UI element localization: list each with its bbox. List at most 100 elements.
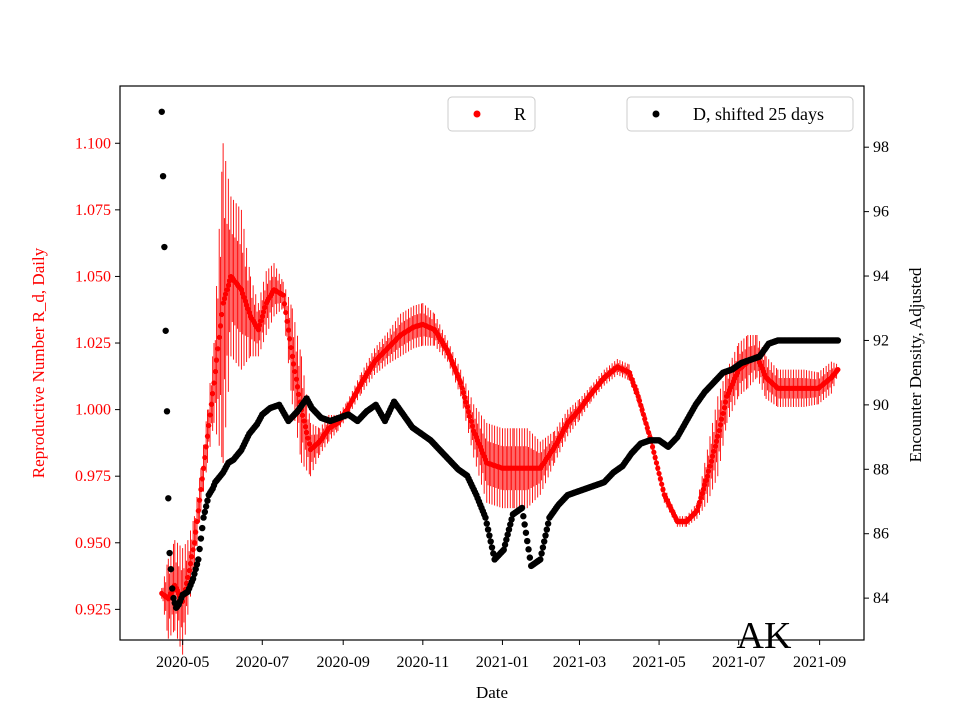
right-y-tick-label: 98 [873, 139, 889, 156]
right-y-tick-label: 86 [873, 526, 889, 543]
legend-d-box [626, 96, 854, 132]
x-tick-label: 2020-11 [396, 654, 449, 671]
r-point [458, 380, 464, 386]
r-point [281, 301, 288, 307]
r-point [262, 304, 268, 311]
r-point [723, 399, 729, 405]
r-point [225, 282, 231, 288]
r-point [258, 318, 264, 324]
r-point [721, 405, 727, 411]
d-point [518, 504, 526, 512]
r-point [185, 574, 191, 581]
d-point [522, 529, 530, 536]
r-point [306, 441, 312, 447]
d-point [483, 520, 490, 527]
x-tick-label: 2021-01 [476, 654, 529, 671]
r-point [465, 409, 472, 415]
d-point [507, 521, 514, 528]
x-axis: 2020-05 2020-07 2020-09 2020-11 2021-01 2021-… [156, 640, 846, 671]
r-point [704, 473, 710, 479]
left-y-tick-label: 0.925 [75, 601, 111, 618]
r-point [283, 309, 289, 316]
r-point [193, 529, 199, 535]
r-point [224, 287, 230, 293]
left-y-tick-label: 1.000 [75, 402, 111, 419]
r-point [709, 453, 716, 459]
r-point [293, 376, 299, 382]
x-axis-label: Date [476, 683, 508, 702]
r-point [195, 508, 201, 514]
r-point [712, 443, 718, 449]
d-point [204, 497, 211, 504]
legend-r-marker [473, 110, 481, 118]
d-point [202, 503, 210, 510]
r-point [304, 429, 310, 436]
r-point [305, 435, 311, 441]
right-y-tick-label: 94 [873, 268, 889, 285]
legend-r: R [447, 96, 536, 132]
x-tick-label: 2020-09 [317, 654, 370, 671]
r-point [289, 353, 295, 359]
legend-d: D, shifted 25 days [626, 96, 854, 132]
r-point [469, 423, 476, 429]
r-point [208, 401, 214, 407]
d-point [538, 550, 545, 557]
d-point [508, 516, 515, 523]
plot-frame [119, 85, 865, 641]
r-point [636, 398, 643, 404]
r-point [284, 318, 290, 324]
x-tick-label: 2021-03 [553, 654, 606, 671]
legend-d-label: D, shifted 25 days [693, 104, 824, 124]
r-point [255, 327, 261, 333]
d-point [544, 520, 552, 527]
d-point [834, 337, 842, 344]
left-y-tick-label: 1.100 [75, 135, 111, 152]
r-point [259, 313, 265, 319]
r-point [635, 393, 641, 399]
left-y-tick-label: 1.050 [75, 268, 111, 285]
r-point [190, 547, 196, 553]
left-y-tick-label: 0.950 [75, 535, 111, 552]
r-point [464, 404, 470, 410]
r-point [644, 425, 650, 431]
r-point [257, 322, 263, 328]
d-point [484, 526, 492, 533]
d-point [199, 524, 206, 532]
r-point [657, 476, 663, 482]
d-point [201, 508, 209, 516]
r-point [203, 444, 209, 450]
r-point [217, 323, 224, 329]
d-point [196, 545, 203, 553]
d-point [500, 546, 507, 554]
r-point [649, 444, 656, 450]
x-tick-label: 2020-05 [156, 654, 209, 671]
right-y-axis: 84 86 88 90 92 94 96 98 [864, 139, 889, 607]
r-point [707, 463, 713, 469]
d-point [501, 541, 509, 548]
r-point [211, 380, 217, 386]
r-point [285, 327, 291, 333]
d-point [189, 575, 197, 583]
r-point [280, 292, 286, 298]
right-y-tick-label: 84 [873, 590, 889, 607]
d-point [162, 327, 169, 334]
d-point [169, 585, 176, 592]
right-y-tick-label: 96 [873, 204, 889, 221]
d-point [486, 532, 493, 539]
r-point [711, 448, 717, 454]
r-point [187, 560, 194, 567]
d-point [158, 108, 165, 115]
r-point [642, 416, 648, 422]
d-point [166, 549, 173, 557]
r-point [221, 296, 228, 302]
d-point [163, 408, 171, 415]
r-point [717, 422, 724, 428]
r-point [713, 438, 720, 444]
x-tick-label: 2020-07 [236, 654, 289, 671]
r-point [288, 344, 294, 351]
r-point [219, 311, 225, 318]
d-point [482, 514, 489, 521]
d-point [193, 561, 201, 568]
d-point [504, 531, 511, 538]
